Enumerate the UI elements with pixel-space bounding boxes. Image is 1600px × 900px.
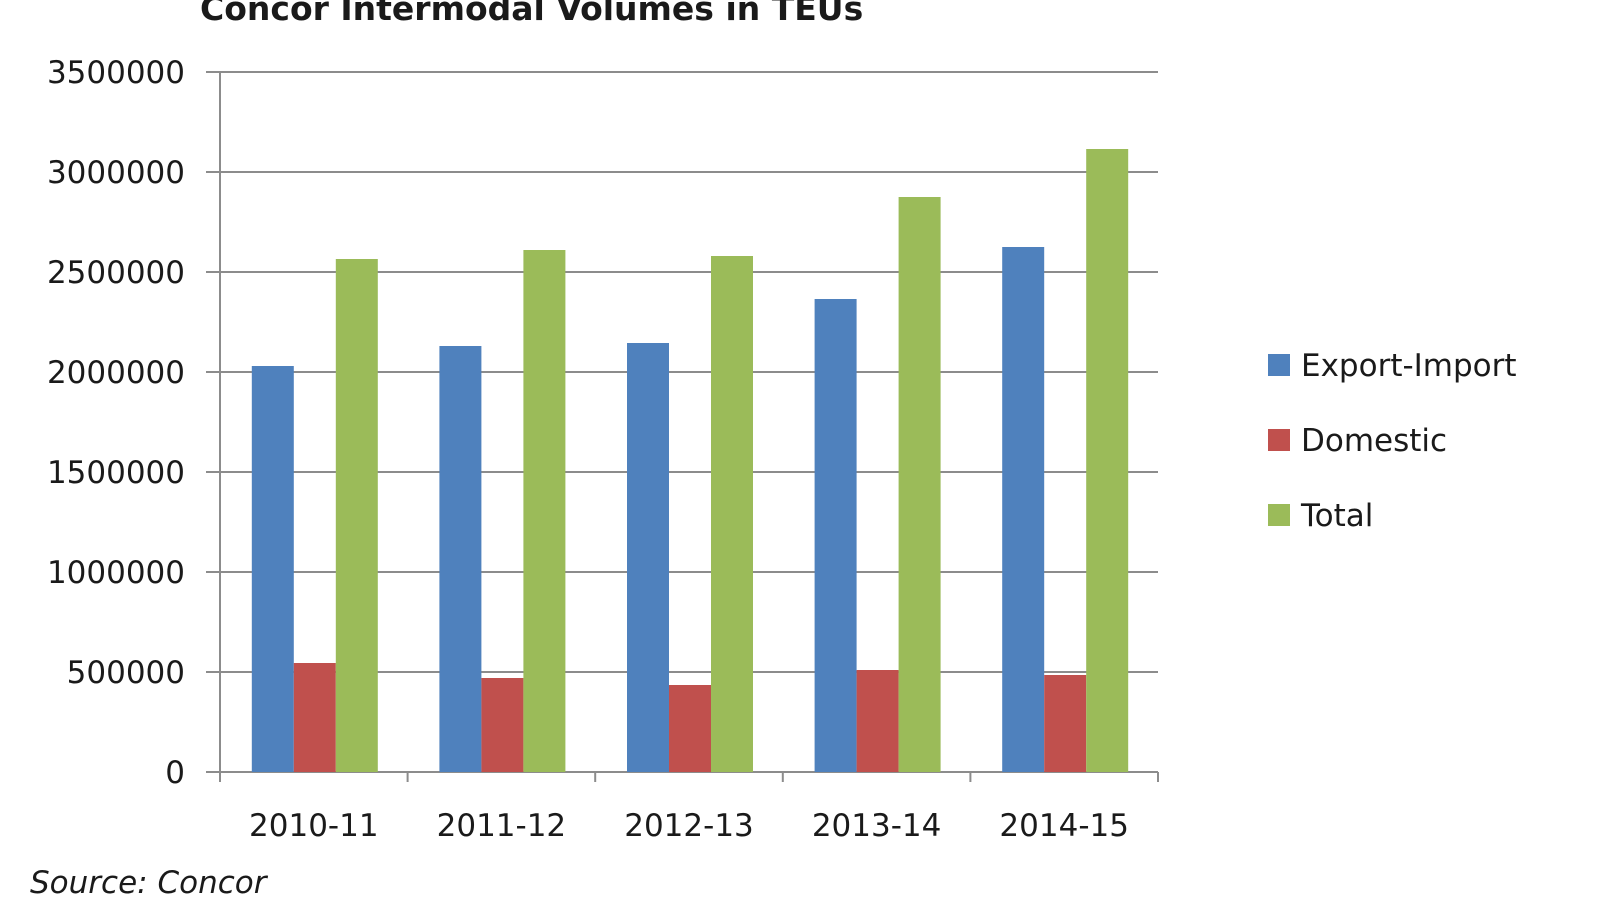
legend: Export-Import Domestic Total bbox=[1268, 348, 1517, 534]
legend-label-total: Total bbox=[1300, 498, 1373, 534]
y-tick-label: 1000000 bbox=[47, 555, 185, 591]
y-tick-label: 2500000 bbox=[47, 255, 185, 291]
bar-export-import-2010-11 bbox=[251, 366, 294, 772]
bar-total-2012-13 bbox=[711, 256, 753, 772]
y-tick-label: 3500000 bbox=[47, 55, 185, 91]
legend-label-domestic: Domestic bbox=[1301, 423, 1447, 459]
bar-total-2010-11 bbox=[335, 259, 378, 772]
bar-total-2013-14 bbox=[898, 197, 941, 772]
bar-domestic-2011-12 bbox=[481, 678, 524, 772]
y-axis: 0 500000 1000000 1500000 2000000 2500000 30000… bbox=[47, 55, 221, 791]
x-tick-label: 2014-15 bbox=[999, 808, 1129, 844]
x-tick-label: 2010-11 bbox=[249, 808, 379, 844]
legend-swatch-export-import bbox=[1268, 354, 1290, 376]
legend-label-export-import: Export-Import bbox=[1301, 348, 1517, 384]
x-tick-label: 2013-14 bbox=[812, 808, 942, 844]
bar-export-import-2014-15 bbox=[1002, 247, 1045, 772]
y-tick-label: 3000000 bbox=[47, 155, 185, 191]
bar-domestic-2010-11 bbox=[293, 663, 336, 772]
bar-domestic-2013-14 bbox=[856, 670, 899, 772]
bars bbox=[251, 149, 1129, 772]
y-tick-label: 500000 bbox=[67, 655, 185, 691]
legend-swatch-domestic bbox=[1268, 429, 1290, 451]
bar-domestic-2014-15 bbox=[1044, 675, 1087, 772]
legend-swatch-total bbox=[1268, 504, 1290, 526]
chart-title: Concor Intermodal Volumes in TEUs bbox=[200, 0, 863, 28]
y-tick-label: 2000000 bbox=[47, 355, 185, 391]
x-axis: 2010-11 2011-12 2012-13 2013-14 2014-15 bbox=[219, 771, 1159, 844]
bar-total-2011-12 bbox=[523, 250, 566, 772]
bar-export-import-2011-12 bbox=[439, 346, 482, 772]
bar-domestic-2012-13 bbox=[669, 685, 711, 772]
bar-export-import-2013-14 bbox=[814, 299, 857, 772]
x-tick-label: 2012-13 bbox=[624, 808, 754, 844]
y-tick-label: 0 bbox=[165, 755, 185, 791]
bar-export-import-2012-13 bbox=[627, 343, 669, 772]
source-note: Source: Concor bbox=[30, 865, 269, 900]
bar-total-2014-15 bbox=[1086, 149, 1129, 772]
x-tick-label: 2011-12 bbox=[437, 808, 567, 844]
y-tick-label: 1500000 bbox=[47, 455, 185, 491]
